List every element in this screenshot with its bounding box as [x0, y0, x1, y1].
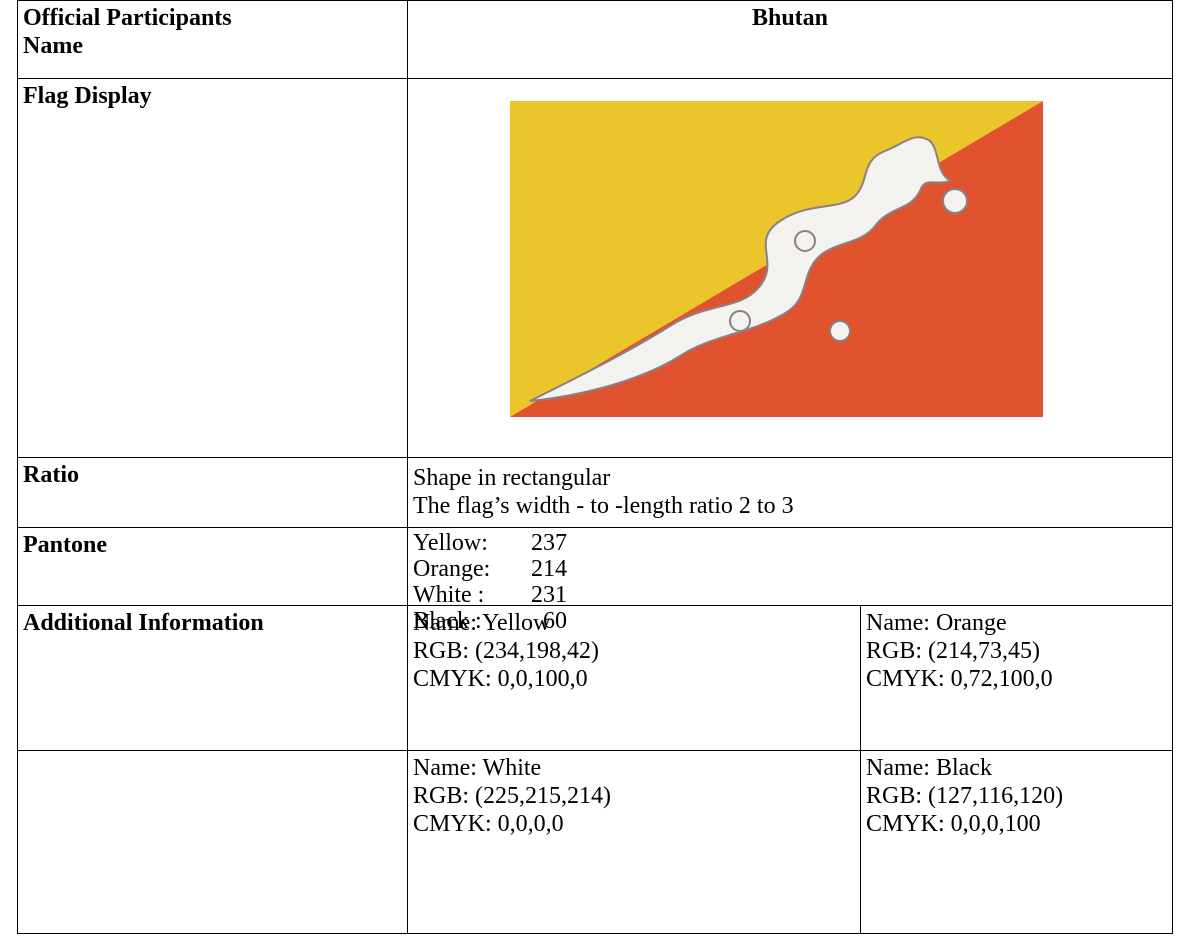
ratio-line: The flag’s width - to -length ratio 2 to…: [413, 492, 1167, 520]
color-cmyk: CMYK: 0,0,0,0: [413, 810, 855, 838]
cell: Additional Information: [17, 605, 408, 751]
pantone-line: Orange:214: [413, 556, 1167, 582]
cell: Bhutan: [407, 0, 1173, 79]
color-cmyk: CMYK: 0,72,100,0: [866, 665, 1167, 693]
pantone-line: Yellow:237: [413, 530, 1167, 556]
cell: [17, 750, 408, 934]
cell: Flag Display: [17, 78, 408, 458]
ratio-line: Shape in rectangular: [413, 464, 1167, 492]
color-rgb: RGB: (225,215,214): [413, 782, 855, 810]
color-name: Name: Black: [866, 754, 1167, 782]
color-name: Name: White: [413, 754, 855, 782]
pantone-name: Orange:: [413, 556, 521, 582]
row-label: Flag Display: [23, 83, 152, 109]
cell: Ratio: [17, 457, 408, 528]
color-cmyk: CMYK: 0,0,0,100: [866, 810, 1167, 838]
color-name: Name: Yellow: [413, 609, 855, 637]
row-label: Official Participants Name: [23, 4, 293, 60]
flag-jewel: [830, 321, 850, 341]
cell: Pantone: [17, 527, 408, 606]
color-rgb: RGB: (127,116,120): [866, 782, 1167, 810]
flag-jewel: [730, 311, 750, 331]
color-rgb: RGB: (234,198,42): [413, 637, 855, 665]
flag-jewel: [943, 189, 967, 213]
cell: Shape in rectangular The flag’s width - …: [407, 457, 1173, 528]
color-name: Name: Orange: [866, 609, 1167, 637]
color-rgb: RGB: (214,73,45): [866, 637, 1167, 665]
pantone-code: 237: [521, 530, 567, 556]
row-label: Ratio: [23, 462, 79, 488]
flag-jewel: [795, 231, 815, 251]
pantone-code: 214: [521, 556, 567, 582]
color-cmyk: CMYK: 0,0,100,0: [413, 665, 855, 693]
row-label: Pantone: [23, 532, 107, 558]
country-name: Bhutan: [752, 5, 828, 31]
cell: Official Participants Name: [17, 0, 408, 79]
row-label: Additional Information: [23, 610, 264, 636]
cell: [407, 78, 1173, 458]
pantone-name: Yellow:: [413, 530, 521, 556]
page: Official Participants Name Bhutan Flag D…: [0, 0, 1185, 936]
flag-image: [510, 101, 1043, 417]
